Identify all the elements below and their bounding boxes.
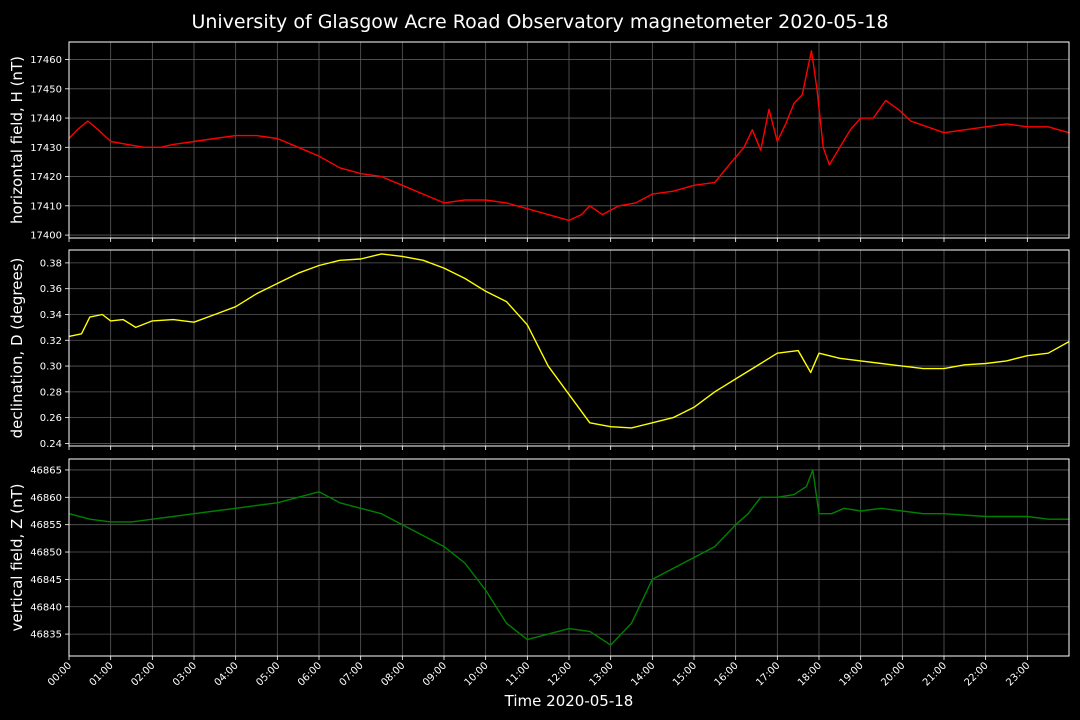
- x-tick-label: 16:00: [713, 660, 741, 688]
- x-tick-label: 07:00: [338, 660, 366, 688]
- panel-2: 0.24 0.26 0.28 0.30 0.32 0.34 0.36 0.38 declinat…: [8, 249, 1070, 450]
- x-tick-label: 00:00: [46, 660, 74, 688]
- x-tick-label: 02:00: [129, 660, 157, 688]
- x-tick-label: 22:00: [963, 660, 991, 688]
- y-tick-label: 0.26: [40, 413, 62, 424]
- y-tick-label: 0.24: [40, 439, 62, 450]
- grid-panel-1: [68, 42, 1069, 238]
- x-tick-label: 11:00: [504, 660, 532, 688]
- y-tick-label: 17460: [30, 55, 62, 66]
- x-tick-label: 06:00: [296, 660, 324, 688]
- x-tick-label: 21:00: [921, 660, 949, 688]
- chart-title: University of Glasgow Acre Road Observat…: [191, 11, 888, 33]
- y-axis-label: horizontal field, H (nT): [8, 56, 26, 224]
- y-tick-label: 17410: [30, 201, 62, 212]
- plot-area: 17400 17410 17420 17430 17440 17450 17460 horiz…: [8, 41, 1070, 689]
- x-tick-label: 18:00: [796, 660, 824, 688]
- x-tick-label: 12:00: [546, 660, 574, 688]
- x-tick-label: 03:00: [171, 660, 199, 688]
- panel-3: 46835 46840 46845 46850 46855 46860 46865 verti…: [8, 458, 1070, 660]
- x-tick-label: 08:00: [379, 660, 407, 688]
- y-axis-label: declination, D (degrees): [8, 258, 26, 439]
- y-tick-label: 46855: [30, 520, 62, 531]
- y-tick-label: 46865: [30, 465, 62, 476]
- y-tick-label: 0.28: [40, 387, 62, 398]
- series-line-2: [68, 253, 1070, 429]
- y-tick-label: 17440: [30, 114, 62, 125]
- y-tick-label: 46860: [30, 493, 62, 504]
- y-tick-label: 0.32: [40, 336, 62, 347]
- grid-panel-3: [68, 459, 1069, 656]
- y-tick-label: 46835: [30, 630, 62, 641]
- y-tick-label: 46840: [30, 602, 62, 613]
- x-tick-label: 15:00: [671, 660, 699, 688]
- grid-panel-2: [68, 250, 1069, 446]
- panel-frame: [68, 458, 1070, 657]
- y-tick-label: 17450: [30, 84, 62, 95]
- x-tick-label: 05:00: [254, 660, 282, 688]
- y-tick-label: 0.36: [40, 284, 62, 295]
- x-tick-label: 10:00: [463, 660, 491, 688]
- panel-1: 17400 17410 17420 17430 17440 17450 17460 horiz…: [8, 41, 1070, 242]
- y-axis-label: vertical field, Z (nT): [8, 483, 26, 631]
- y-tick-label: 46845: [30, 575, 62, 586]
- x-tick-label: 09:00: [421, 660, 449, 688]
- y-tick-label: 17400: [30, 231, 62, 242]
- y-tick-label: 0.34: [40, 310, 62, 321]
- panel-frame: [68, 41, 1070, 239]
- y-tick-label: 0.38: [40, 258, 62, 269]
- y-tick-label: 17430: [30, 143, 62, 154]
- x-tick-label: 19:00: [838, 660, 866, 688]
- x-tick-label: 14:00: [629, 660, 657, 688]
- series-line-3: [68, 469, 1069, 646]
- y-tick-label: 0.30: [40, 362, 62, 373]
- panel-frame: [68, 249, 1070, 447]
- x-tick-label: 20:00: [879, 660, 907, 688]
- x-tick-label: 04:00: [213, 660, 241, 688]
- x-tick-label: 13:00: [588, 660, 616, 688]
- y-tick-label: 46850: [30, 548, 62, 559]
- series-line-1: [68, 50, 1070, 222]
- x-axis-label: Time 2020-05-18: [504, 692, 634, 710]
- y-tick-label: 17420: [30, 172, 62, 183]
- x-tick-label: 17:00: [754, 660, 782, 688]
- x-tick-label: 01:00: [88, 660, 116, 688]
- x-tick-label: 23:00: [1004, 660, 1032, 688]
